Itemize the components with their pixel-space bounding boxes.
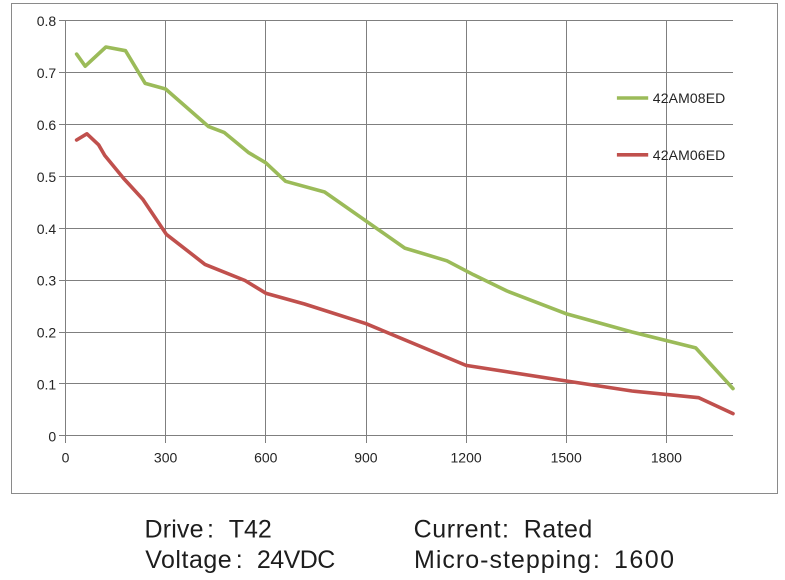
svg-text:0.4: 0.4 [37,221,57,237]
svg-text:24VDC: 24VDC [257,546,335,574]
svg-text:Current: Current [414,515,501,543]
svg-text:0: 0 [62,450,70,466]
svg-text:0.2: 0.2 [37,325,57,341]
svg-text:0.5: 0.5 [37,169,57,185]
svg-text:0.3: 0.3 [37,273,57,289]
svg-text:Drive: Drive [145,515,204,543]
svg-text:1200: 1200 [451,450,482,466]
svg-text:42AM08ED: 42AM08ED [653,90,726,106]
svg-text:0: 0 [48,428,56,444]
svg-text:Voltage: Voltage [145,546,232,574]
svg-text:0.7: 0.7 [37,65,57,81]
svg-text:Rated: Rated [524,515,593,543]
svg-text::: : [502,515,509,543]
svg-text:42AM06ED: 42AM06ED [653,147,726,163]
svg-text:600: 600 [254,450,278,466]
svg-text::: : [593,546,600,574]
svg-text:300: 300 [154,450,178,466]
svg-text:1800: 1800 [651,450,682,466]
svg-text:1600: 1600 [614,546,674,574]
svg-text:Micro-stepping: Micro-stepping [414,546,591,574]
svg-text::: : [236,546,243,574]
svg-text:0.1: 0.1 [37,377,57,393]
svg-text:0.6: 0.6 [37,117,57,133]
svg-text:0.8: 0.8 [37,13,57,29]
svg-text::: : [207,515,214,543]
svg-text:900: 900 [354,450,378,466]
svg-text:T42: T42 [229,515,272,543]
svg-text:1500: 1500 [551,450,582,466]
